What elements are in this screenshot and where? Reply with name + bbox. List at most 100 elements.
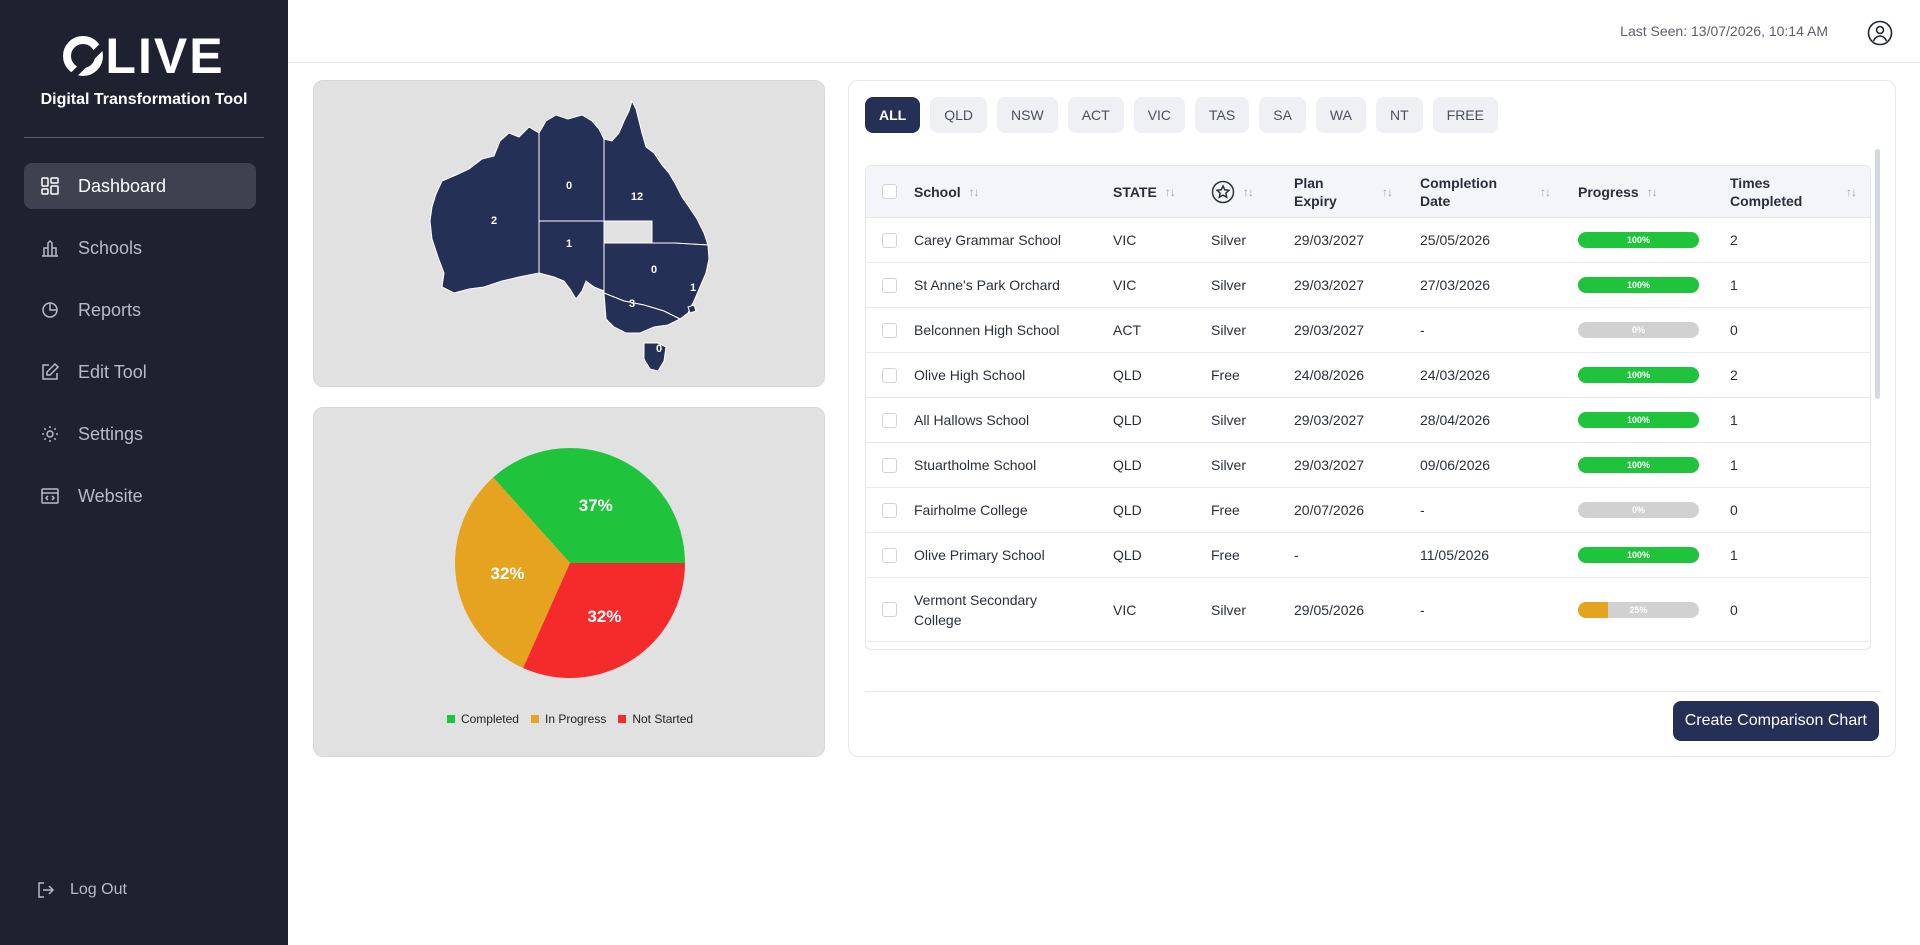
header-times-completed[interactable]: Times Completed bbox=[1730, 174, 1802, 210]
header-plan-expiry[interactable]: Plan Expiry bbox=[1294, 174, 1337, 210]
create-comparison-chart-button[interactable]: Create Comparison Chart bbox=[1672, 701, 1879, 741]
row-select-cell bbox=[882, 547, 897, 563]
map-region-act[interactable] bbox=[687, 304, 697, 314]
select-all-checkbox[interactable] bbox=[882, 184, 897, 199]
select-all-cell bbox=[882, 184, 897, 199]
progress-label: 100% bbox=[1626, 235, 1651, 245]
filter-chip-tas[interactable]: TAS bbox=[1195, 97, 1250, 133]
row-checkbox[interactable] bbox=[882, 602, 897, 617]
sort-icon[interactable]: ↑↓ bbox=[1164, 184, 1176, 199]
olive-logo[interactable]: LIVE bbox=[0, 30, 288, 82]
row-checkbox[interactable] bbox=[882, 367, 897, 383]
user-profile-icon[interactable] bbox=[1867, 20, 1893, 46]
filter-chip-act[interactable]: ACT bbox=[1067, 97, 1124, 133]
map-region-qld[interactable] bbox=[603, 99, 709, 246]
cell-school[interactable]: Belconnen High School bbox=[914, 322, 1060, 338]
cell-plan: Silver bbox=[1211, 412, 1247, 428]
table-row[interactable]: Stuartholme School QLD Silver 29/03/2027… bbox=[866, 443, 1870, 488]
filter-chip-qld[interactable]: QLD bbox=[930, 97, 988, 133]
header-school[interactable]: School ↑↓ bbox=[914, 184, 980, 200]
cell-completion-date: - bbox=[1420, 502, 1425, 518]
sidebar-item-dashboard[interactable]: Dashboard bbox=[24, 163, 256, 209]
cell-completion-date: 28/04/2026 bbox=[1420, 412, 1491, 428]
filter-chip-vic[interactable]: VIC bbox=[1133, 97, 1186, 133]
legend-swatch bbox=[618, 715, 627, 723]
sort-icon[interactable]: ↑↓ bbox=[1243, 184, 1254, 199]
row-checkbox[interactable] bbox=[882, 547, 897, 563]
logout-button[interactable]: Log Out bbox=[36, 880, 127, 900]
cell-completion-date: 27/03/2026 bbox=[1420, 277, 1491, 293]
map-region-sa[interactable] bbox=[538, 220, 605, 300]
map-count-sa: 1 bbox=[566, 238, 572, 250]
pie-slice-completed[interactable] bbox=[493, 448, 685, 563]
cell-school[interactable]: All Hallows School bbox=[914, 412, 1030, 428]
row-checkbox[interactable] bbox=[882, 322, 897, 338]
dashboard-icon bbox=[41, 177, 59, 195]
row-checkbox[interactable] bbox=[882, 457, 897, 473]
cell-school[interactable]: Vermont Secondary College bbox=[914, 590, 1037, 630]
row-select-cell bbox=[882, 502, 897, 518]
cell-plan-expiry: 29/05/2026 bbox=[1294, 601, 1365, 618]
cell-times-completed: 0 bbox=[1730, 502, 1738, 518]
sort-icon[interactable]: ↑↓ bbox=[1382, 184, 1393, 199]
pie-slice-not-started[interactable] bbox=[523, 563, 685, 678]
legend-swatch bbox=[446, 715, 455, 723]
map-region-wa[interactable] bbox=[429, 126, 540, 294]
sidebar-item-edit-tool[interactable]: Edit Tool bbox=[24, 349, 256, 395]
pie-slice-in-progress[interactable] bbox=[455, 477, 570, 669]
row-checkbox[interactable] bbox=[882, 232, 897, 248]
header-state[interactable]: STATE ↑↓ bbox=[1113, 184, 1176, 200]
row-checkbox[interactable] bbox=[882, 502, 897, 518]
cell-school[interactable]: Fairholme College bbox=[914, 502, 1028, 518]
table-row[interactable]: St Anne's Park Orchard VIC Silver 29/03/… bbox=[866, 263, 1870, 308]
filter-chip-nt[interactable]: NT bbox=[1375, 97, 1423, 133]
header-plan[interactable]: ↑↓ bbox=[1211, 180, 1254, 204]
header-label: Expiry bbox=[1294, 192, 1337, 209]
table-row[interactable]: Olive High School QLD Free 24/08/2026 24… bbox=[866, 353, 1870, 398]
cell-progress: 0% bbox=[1578, 322, 1699, 338]
cell-times-completed: 1 bbox=[1730, 277, 1738, 293]
cell-plan-expiry: 20/07/2026 bbox=[1294, 502, 1365, 518]
cell-school[interactable]: Olive High School bbox=[914, 367, 1026, 383]
cell-state: VIC bbox=[1113, 601, 1137, 618]
table-row[interactable]: Fairholme College QLD Free 20/07/2026 - … bbox=[866, 488, 1870, 533]
filter-chip-free[interactable]: FREE bbox=[1432, 97, 1498, 133]
map-region-nt[interactable] bbox=[538, 114, 605, 222]
progress-fill bbox=[1578, 547, 1699, 563]
map-region-vic[interactable] bbox=[603, 292, 682, 334]
sidebar-item-settings[interactable]: Settings bbox=[24, 411, 256, 457]
cell-state: QLD bbox=[1113, 502, 1142, 518]
sort-icon[interactable]: ↑↓ bbox=[1540, 184, 1551, 199]
cell-school[interactable]: Stuartholme School bbox=[914, 457, 1037, 473]
sidebar-item-reports[interactable]: Reports bbox=[24, 287, 256, 333]
row-checkbox[interactable] bbox=[882, 412, 897, 428]
header-progress[interactable]: Progress ↑↓ bbox=[1578, 184, 1658, 200]
schools-table-card: ALL QLD NSW ACT VIC TAS SA WA NT FREE Sc… bbox=[848, 80, 1896, 757]
sidebar-item-schools[interactable]: Schools bbox=[24, 225, 256, 271]
table-row[interactable]: Carey Grammar School VIC Silver 29/03/20… bbox=[866, 218, 1870, 263]
schools-icon bbox=[42, 239, 58, 257]
table-row[interactable]: All Hallows School QLD Silver 29/03/2027… bbox=[866, 398, 1870, 443]
header-completion-date[interactable]: Completion Date bbox=[1420, 174, 1497, 210]
row-checkbox[interactable] bbox=[882, 277, 897, 293]
progress-bar: 100% bbox=[1578, 457, 1699, 473]
cell-state: QLD bbox=[1113, 547, 1142, 563]
map-region-tas[interactable] bbox=[643, 342, 667, 372]
sort-icon[interactable]: ↑↓ bbox=[968, 184, 980, 199]
app-subtitle: Digital Transformation Tool bbox=[40, 91, 248, 108]
cell-school[interactable]: Carey Grammar School bbox=[914, 232, 1062, 248]
filter-chip-nsw[interactable]: NSW bbox=[997, 97, 1058, 133]
table-row[interactable]: Belconnen High School ACT Silver 29/03/2… bbox=[866, 308, 1870, 353]
sort-icon[interactable]: ↑↓ bbox=[1646, 184, 1658, 199]
cell-school[interactable]: St Anne's Park Orchard bbox=[914, 277, 1060, 293]
progress-label: 100% bbox=[1626, 415, 1651, 425]
filter-chip-sa[interactable]: SA bbox=[1259, 97, 1306, 133]
filter-chip-all[interactable]: ALL bbox=[865, 97, 921, 133]
sort-icon[interactable]: ↑↓ bbox=[1846, 184, 1857, 199]
table-row[interactable]: Olive Primary School QLD Free - 11/05/20… bbox=[866, 533, 1870, 578]
table-scrollbar[interactable] bbox=[1875, 149, 1880, 399]
sidebar-item-website[interactable]: Website bbox=[24, 473, 256, 519]
cell-school[interactable]: Olive Primary School bbox=[914, 547, 1045, 563]
filter-chip-wa[interactable]: WA bbox=[1315, 97, 1366, 133]
table-row[interactable]: Vermont Secondary College VIC Silver 29/0… bbox=[866, 578, 1870, 642]
